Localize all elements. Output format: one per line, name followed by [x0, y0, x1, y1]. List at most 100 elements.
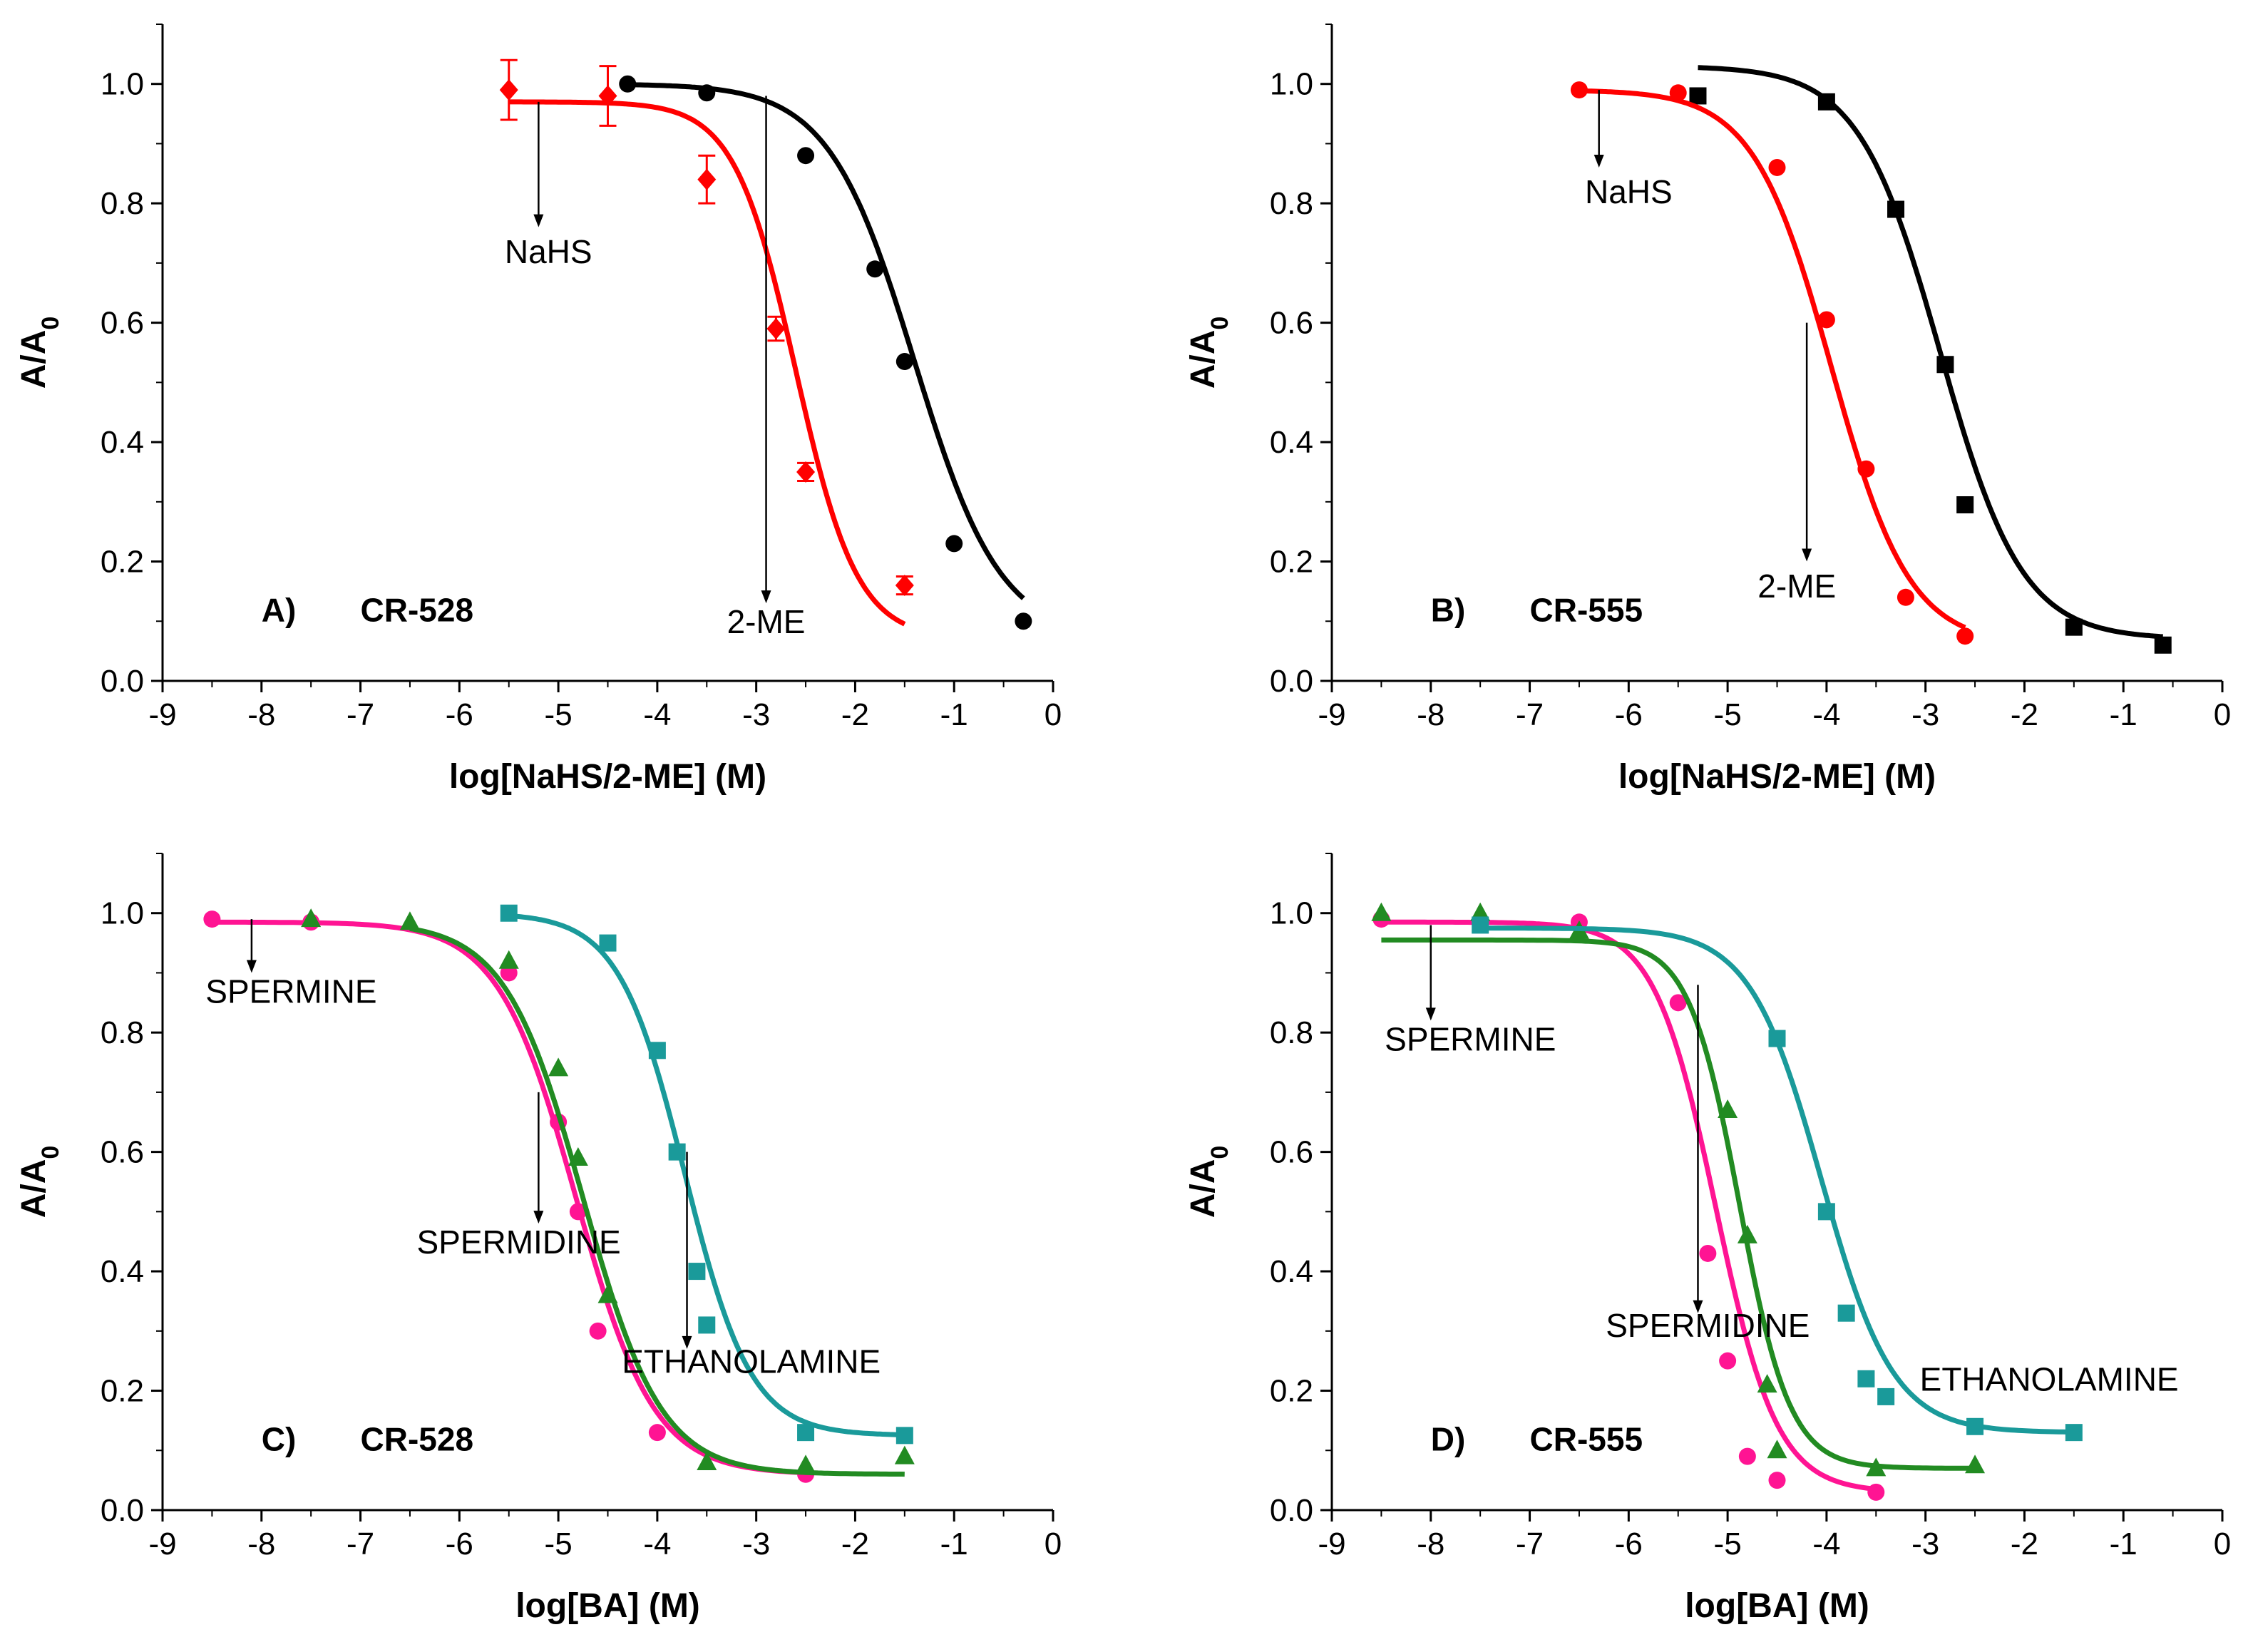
- y-tick-label: 0.0: [101, 664, 144, 699]
- fit-curve: [627, 82, 1025, 600]
- data-point: [866, 260, 884, 278]
- annotation-label: NaHS: [505, 233, 592, 270]
- y-tick-label: 0.4: [1270, 425, 1313, 460]
- annotation-arrowhead: [246, 960, 257, 973]
- panel-a: -9 -8 -7 -6 -5 -4 -3 -2 -1 0 0.0 0.2 0.4 0.6 0.8 1.0 log…: [15, 24, 1062, 796]
- series-2-me: [499, 58, 914, 627]
- data-point: [2154, 636, 2172, 654]
- annotation-label: NaHS: [1585, 173, 1673, 210]
- data-point: [1699, 1244, 1717, 1262]
- panel-label: C): [262, 1420, 297, 1457]
- series-2-me: [1570, 81, 1974, 645]
- data-point: [399, 911, 420, 930]
- annotation-arrowhead: [533, 1211, 544, 1224]
- x-tick-label: 0: [1045, 1527, 1062, 1561]
- x-tick-label: -3: [742, 697, 770, 732]
- annotation-arrowhead: [1593, 154, 1604, 168]
- x-tick-label: -4: [1812, 1527, 1840, 1561]
- data-point: [1472, 916, 1489, 934]
- annotation-label: SPERMINE: [205, 973, 376, 1010]
- x-tick-label: -9: [148, 697, 176, 732]
- data-point: [945, 535, 963, 553]
- x-axis-title: log[BA] (M): [1685, 1587, 1869, 1625]
- x-tick-label: -1: [940, 697, 968, 732]
- annotation-label: ETHANOLAMINE: [622, 1343, 881, 1380]
- y-tick-label: 0.0: [101, 1493, 144, 1528]
- fit-curve: [1579, 88, 1966, 630]
- fit-curve: [508, 99, 906, 627]
- data-point: [697, 1452, 717, 1471]
- y-tick-label: 0.8: [101, 1015, 144, 1050]
- x-tick-label: -8: [247, 697, 275, 732]
- x-tick-label: -5: [545, 697, 573, 732]
- x-tick-label: -3: [1911, 1527, 1939, 1561]
- y-tick-label: 1.0: [101, 896, 144, 931]
- x-tick-label: -9: [1318, 697, 1345, 732]
- y-tick-label: 0.4: [1270, 1254, 1313, 1289]
- annotation-label: SPERMIDINE: [1606, 1307, 1810, 1344]
- x-tick-label: -2: [841, 1527, 869, 1561]
- series-spermine: [1372, 910, 1885, 1501]
- panel-title: CR-555: [1530, 1420, 1643, 1457]
- annotation-arrowhead: [682, 1335, 692, 1349]
- y-tick-label: 0.8: [1270, 1015, 1313, 1050]
- data-point: [1866, 1457, 1887, 1477]
- annotation-arrowhead: [1693, 1300, 1703, 1313]
- y-tick-label: 0.2: [1270, 545, 1313, 580]
- data-point: [1817, 311, 1835, 329]
- data-point: [1857, 460, 1875, 478]
- x-tick-label: -5: [1714, 1527, 1742, 1561]
- data-point: [1470, 902, 1491, 921]
- data-point: [1956, 496, 1974, 514]
- y-tick-label: 0.8: [101, 186, 144, 221]
- data-point: [648, 1042, 666, 1060]
- x-tick-label: -9: [1318, 1527, 1345, 1561]
- panel-c: -9 -8 -7 -6 -5 -4 -3 -2 -1 0 0.0 0.2 0.4 0.6 0.8 1.0 log…: [15, 853, 1062, 1625]
- y-axis-title: A/A0: [1184, 317, 1233, 389]
- x-tick-label: -8: [1417, 1527, 1444, 1561]
- series-ethanolamine: [1472, 916, 2083, 1442]
- y-tick-label: 0.0: [1270, 1493, 1313, 1528]
- data-point: [569, 1203, 587, 1221]
- annotation-label: SPERMIDINE: [416, 1223, 620, 1261]
- data-point: [698, 84, 716, 102]
- panel-title: CR-555: [1530, 591, 1643, 628]
- x-tick-label: -5: [1714, 697, 1742, 732]
- x-axis-title: log[BA] (M): [515, 1587, 700, 1625]
- data-point: [1767, 1440, 1787, 1459]
- annotation-label: 2-ME: [1757, 568, 1836, 605]
- fit-curve: [1381, 919, 1877, 1492]
- x-tick-label: 0: [2214, 697, 2231, 732]
- series-nahs: [1689, 65, 2172, 654]
- data-point: [1015, 612, 1032, 630]
- x-tick-label: -7: [347, 697, 374, 732]
- data-point: [1669, 994, 1687, 1012]
- data-point: [568, 1147, 588, 1166]
- y-tick-label: 1.0: [1270, 896, 1313, 931]
- series-ethanolamine: [500, 904, 913, 1445]
- y-axis-title: A/A0: [1184, 1146, 1233, 1219]
- x-tick-label: -9: [148, 1527, 176, 1561]
- data-point: [1669, 84, 1687, 102]
- data-point: [1768, 1472, 1786, 1489]
- data-point: [1737, 1224, 1757, 1243]
- panel-title: CR-528: [361, 1420, 474, 1457]
- data-point: [1837, 1304, 1855, 1322]
- data-point: [1936, 356, 1954, 374]
- data-point: [1956, 627, 1974, 645]
- data-point: [1867, 1483, 1885, 1501]
- data-point: [1877, 1387, 1895, 1405]
- x-tick-label: -2: [841, 697, 869, 732]
- data-point: [648, 1424, 666, 1442]
- data-point: [796, 461, 816, 483]
- data-point: [203, 910, 221, 928]
- data-point: [619, 75, 637, 93]
- data-point: [1966, 1417, 1984, 1435]
- x-tick-label: -7: [1516, 697, 1544, 732]
- x-tick-label: -3: [742, 1527, 770, 1561]
- x-tick-label: -1: [940, 1527, 968, 1561]
- data-point: [1768, 1030, 1786, 1047]
- panel-b: -9 -8 -7 -6 -5 -4 -3 -2 -1 0 0.0 0.2 0.4 0.6 0.8 1.0 log…: [1184, 24, 2231, 796]
- x-tick-label: -4: [643, 697, 671, 732]
